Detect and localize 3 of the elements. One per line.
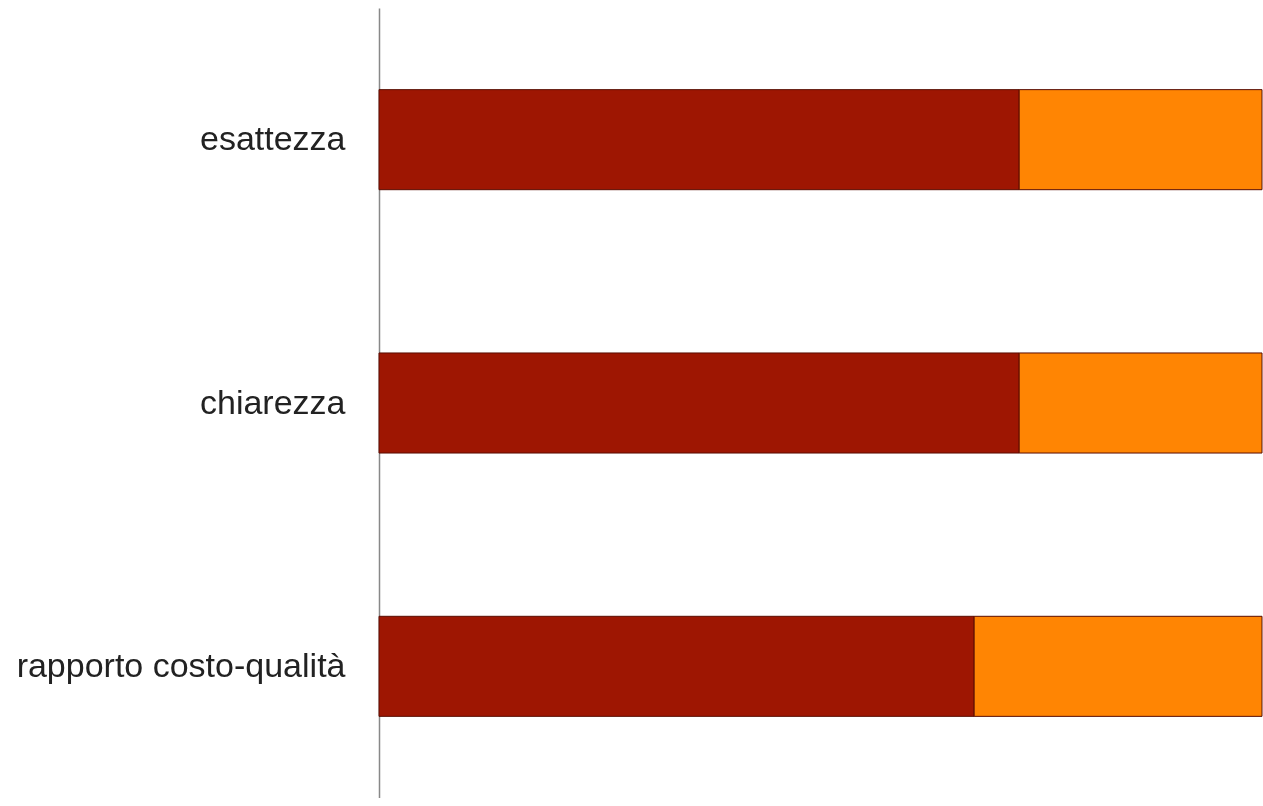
y-tick-label: esattezza xyxy=(199,119,346,158)
y-tick-label: rapporto costo-qualità xyxy=(16,645,346,684)
y-tick-label: chiarezza xyxy=(199,382,346,421)
